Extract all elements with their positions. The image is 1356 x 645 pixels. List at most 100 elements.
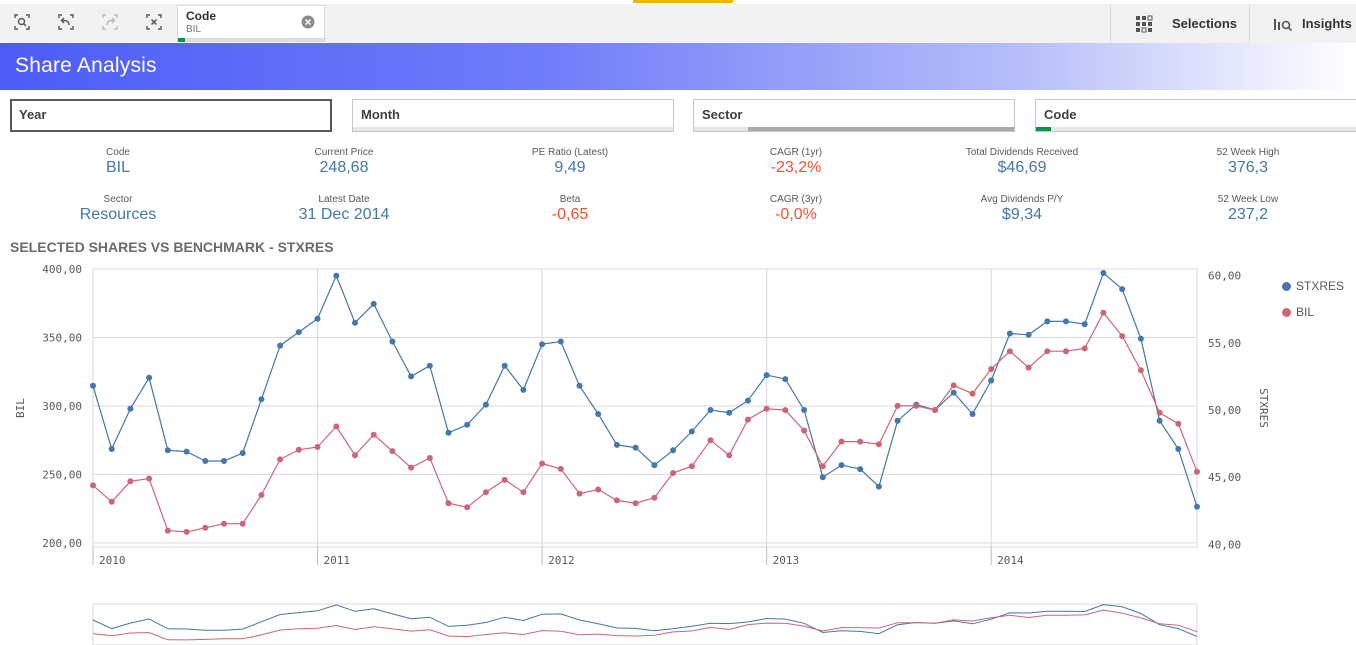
filter-label: Month (361, 107, 400, 122)
data-point-bil (277, 456, 284, 463)
data-point-stxres (501, 362, 508, 369)
data-point-stxres (744, 397, 751, 404)
kpi-label: PE Ratio (Latest) (531, 147, 609, 158)
legend-swatch (1282, 308, 1291, 318)
kpi-value: -0,0% (775, 206, 817, 223)
data-point-bil (1156, 409, 1163, 416)
filter-month[interactable]: Month (352, 99, 674, 132)
clear-selection-icon[interactable] (301, 15, 315, 29)
kpi-value: 237,2 (1227, 206, 1269, 223)
legend-item-stxres[interactable]: STXRES (1282, 279, 1344, 293)
data-point-bil (464, 504, 471, 511)
data-point-bil (426, 455, 433, 461)
y-tick-label: 250,00 (42, 468, 82, 481)
data-point-stxres (819, 474, 826, 481)
step-forward-button[interactable] (100, 12, 120, 32)
data-point-stxres (1156, 417, 1163, 424)
kpi-sector: Sector Resources (18, 194, 218, 224)
data-point-stxres (90, 382, 96, 389)
data-point-stxres (595, 411, 602, 417)
filter-label: Code (1044, 107, 1077, 122)
y2-tick-label: 60,00 (1208, 270, 1241, 283)
data-point-bil (688, 463, 695, 470)
mini-chart-scrollbar (92, 603, 1198, 645)
filter-state-bar (694, 127, 1014, 131)
x-tick-label: 2011 (324, 554, 351, 567)
data-point-stxres (314, 315, 321, 322)
filter-label: Year (19, 107, 47, 122)
y-tick-label: 400,00 (42, 263, 82, 276)
kpi-value: BIL (105, 159, 130, 176)
kpi-current-price: Current Price 248,68 (244, 147, 444, 177)
data-point-stxres (464, 421, 471, 428)
data-point-stxres (520, 386, 527, 393)
data-point-bil (258, 492, 265, 498)
legend-item-bil[interactable]: BIL (1282, 305, 1314, 319)
data-point-bil (988, 366, 995, 372)
legend-label: BIL (1296, 305, 1315, 319)
data-point-stxres (164, 447, 171, 454)
kpi-label: Latest Date (318, 194, 370, 205)
filter-code[interactable]: Code (1035, 99, 1356, 132)
line-chart[interactable]: 200,00 250,00 300,00 350,00 400,00 40,00 45,00… (0, 260, 1356, 645)
data-point-bil (520, 489, 527, 496)
data-point-bil (314, 444, 321, 450)
kpi-label: Beta (559, 194, 581, 205)
kpi-value: 376,3 (1227, 159, 1269, 176)
y2-tick-label: 55,00 (1208, 337, 1241, 350)
x-tick-label: 2013 (773, 554, 800, 567)
kpi-value: Resources (79, 206, 157, 223)
legend-swatch (1282, 282, 1291, 292)
series-line-stxres (92, 271, 1198, 507)
data-point-stxres (183, 448, 190, 455)
y2-axis-title: STXRES (1257, 388, 1270, 428)
kpi-cagr-1yr: CAGR (1yr) -23,2% (696, 147, 896, 177)
y-tick-label: 200,00 (42, 537, 82, 550)
kpi-beta: Beta -0,65 (470, 194, 670, 224)
kpi-value: 248,68 (319, 159, 369, 176)
data-point-stxres (1006, 330, 1013, 337)
data-point-bil (651, 494, 658, 501)
clear-selections-button[interactable] (144, 12, 164, 32)
kpi-value: 31 Dec 2014 (298, 206, 390, 223)
data-point-bil (221, 520, 227, 527)
data-point-bil (1100, 309, 1107, 316)
data-point-bil (576, 490, 583, 497)
selection-field-label: Code (186, 9, 216, 23)
filter-sector[interactable]: Sector (693, 99, 1015, 132)
data-point-bil (744, 416, 751, 423)
y-tick-label: 350,00 (42, 331, 82, 344)
data-point-stxres (763, 372, 770, 379)
data-point-stxres (576, 382, 583, 389)
insights-button[interactable]: Insights (1249, 4, 1356, 43)
accent-bar (633, 0, 733, 3)
toolbar: Code BIL Selections Insights (0, 0, 1356, 44)
data-point-stxres (894, 417, 901, 424)
step-back-button[interactable] (56, 12, 76, 32)
data-point-bil (1137, 367, 1144, 374)
data-point-bil (164, 527, 171, 534)
step-forward-icon (102, 14, 118, 30)
data-point-bil (782, 407, 789, 414)
series-line-bil (92, 311, 1198, 533)
data-point-bil (707, 437, 714, 444)
data-point-stxres (969, 411, 976, 417)
insights-label: Insights (1302, 16, 1352, 31)
data-point-stxres (258, 396, 265, 403)
data-point-bil (670, 470, 677, 476)
filter-year[interactable]: Year (10, 99, 332, 132)
data-point-stxres (632, 444, 639, 451)
clear-selections-icon (146, 14, 162, 30)
selections-button[interactable]: Selections (1110, 4, 1250, 43)
data-point-stxres (482, 401, 489, 408)
data-point-bil (1119, 333, 1126, 340)
current-selection-chip[interactable]: Code BIL (177, 5, 326, 42)
kpi-label: Total Dividends Received (965, 147, 1079, 158)
legend-label: STXRES (1296, 279, 1345, 293)
data-point-bil (1194, 468, 1200, 475)
smart-search-button[interactable] (12, 12, 32, 32)
data-point-stxres (295, 329, 302, 336)
kpi-52-week-high: 52 Week High 376,3 (1148, 147, 1348, 177)
data-point-bil (445, 500, 452, 507)
data-point-bil (763, 405, 770, 412)
